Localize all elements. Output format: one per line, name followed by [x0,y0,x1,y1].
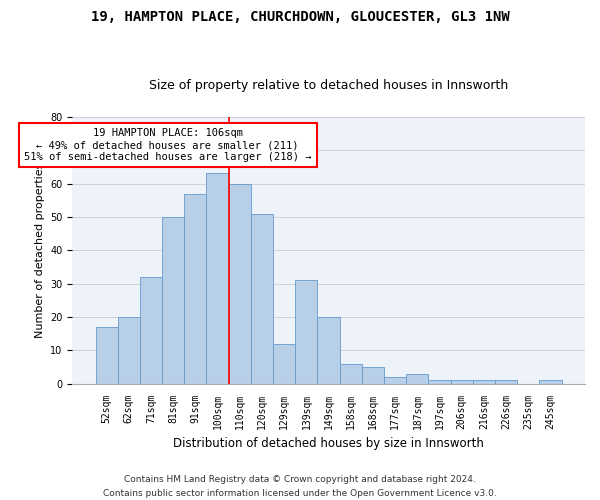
Bar [473,380,495,384]
Bar [118,317,140,384]
Bar [406,374,428,384]
Bar [451,380,473,384]
Text: 19 HAMPTON PLACE: 106sqm
← 49% of detached houses are smaller (211)
51% of semi-: 19 HAMPTON PLACE: 106sqm ← 49% of detach… [24,128,311,162]
Bar [162,217,184,384]
Bar [251,214,273,384]
Text: 19, HAMPTON PLACE, CHURCHDOWN, GLOUCESTER, GL3 1NW: 19, HAMPTON PLACE, CHURCHDOWN, GLOUCESTE… [91,10,509,24]
Bar [495,380,517,384]
Title: Size of property relative to detached houses in Innsworth: Size of property relative to detached ho… [149,79,508,92]
Bar [295,280,317,384]
Bar [140,277,162,384]
Bar [428,380,451,384]
Bar [184,194,206,384]
Bar [317,317,340,384]
Bar [362,367,384,384]
Bar [206,174,229,384]
Bar [95,327,118,384]
Bar [384,377,406,384]
Bar [539,380,562,384]
Bar [273,344,295,384]
Bar [340,364,362,384]
Text: Contains HM Land Registry data © Crown copyright and database right 2024.
Contai: Contains HM Land Registry data © Crown c… [103,476,497,498]
Y-axis label: Number of detached properties: Number of detached properties [35,162,44,338]
Bar [229,184,251,384]
X-axis label: Distribution of detached houses by size in Innsworth: Distribution of detached houses by size … [173,437,484,450]
